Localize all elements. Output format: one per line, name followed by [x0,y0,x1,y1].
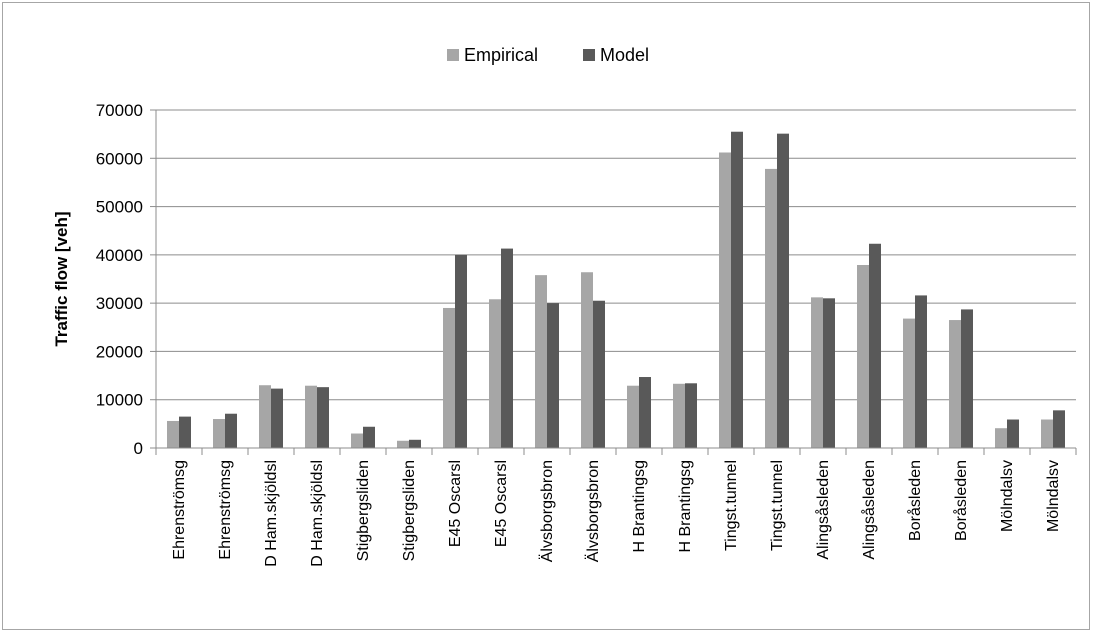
gridlines [156,109,1076,401]
bar-empirical [581,272,593,448]
bar-empirical [305,385,317,448]
bar-empirical [535,275,547,448]
x-tick-label: Älvsborgsbron [584,460,602,562]
x-tick-label: Stigbergsliden [355,460,372,561]
bar-empirical [443,307,455,448]
y-tick-label: 30000 [96,294,143,313]
y-tick-label: 0 [134,439,143,458]
bars [167,131,1065,448]
bar-model [593,300,605,448]
x-tick-label: Älvsborgsbron [538,460,556,562]
y-tick-label: 60000 [96,149,143,168]
y-tick-label: 20000 [96,342,143,361]
bar-model [271,388,283,448]
bar-empirical [167,420,179,448]
legend: Empirical Model [447,45,649,65]
legend-swatch-empirical [447,49,459,61]
y-axis-label: Traffic flow [veh] [52,211,71,346]
bar-model [547,303,559,448]
y-tick-label: 50000 [96,198,143,217]
x-tick-label: D Ham.skjöldsl [309,460,326,567]
bar-empirical [627,385,639,448]
bar-model [225,413,237,448]
x-tick-label: Boråsleden [906,460,924,541]
bar-model [363,426,375,448]
legend-label-empirical: Empirical [464,45,538,65]
bar-model [777,133,789,448]
x-tick-label: H Brantingsg [631,460,648,553]
bar-model [317,387,329,448]
x-tick-label: E45 Oscarsl [493,460,510,547]
y-tick-label: 70000 [96,101,143,120]
bar-empirical [397,440,409,448]
bar-empirical [719,152,731,448]
x-tick-label: E45 Oscarsl [447,460,464,547]
axes [150,109,1077,455]
bar-model [731,131,743,448]
legend-swatch-model [583,49,595,61]
x-tick-label: Alingsåsleden [814,460,832,560]
y-tick-label: 10000 [96,391,143,410]
x-tick-label: Tingst.tunnel [723,460,740,551]
x-tick-label: Mölndalsv [999,460,1016,532]
x-tick-label: Ehrenströmsg [171,460,188,560]
legend-label-model: Model [600,45,649,65]
x-tick-label: Ehrenströmsg [217,460,234,560]
bar-model [409,439,421,448]
bar-empirical [857,264,869,448]
bar-empirical [489,299,501,448]
bar-empirical [213,419,225,448]
bar-model [1007,419,1019,448]
bar-empirical [811,297,823,448]
x-tick-label: Alingsåsleden [860,460,878,560]
x-tick-label: D Ham.skjöldsl [263,460,280,567]
bar-empirical [1041,419,1053,448]
y-tick-labels: 0 10000 20000 30000 40000 50000 60000 70000 [96,101,143,458]
bar-empirical [259,385,271,448]
bar-chart: 0 10000 20000 30000 40000 50000 60000 70000 Ehr… [52,45,1077,567]
x-tick-label: Tingst.tunnel [769,460,786,551]
bar-model [915,295,927,448]
bar-model [179,416,191,448]
x-tick-label: Stigbergsliden [401,460,418,561]
bar-model [823,298,835,448]
x-tick-label: Mölndalsv [1045,460,1062,532]
bar-model [961,309,973,448]
bar-model [501,248,513,448]
bar-model [639,377,651,448]
bar-empirical [903,318,915,448]
bar-empirical [351,433,363,448]
bar-model [455,254,467,448]
bar-empirical [673,383,685,448]
bar-model [869,243,881,448]
x-tick-label: H Brantingsg [677,460,694,553]
bar-empirical [995,428,1007,448]
bar-model [685,383,697,448]
bar-empirical [949,320,961,448]
bar-model [1053,410,1065,448]
x-tick-label: Boråsleden [952,460,970,541]
y-tick-label: 40000 [96,246,143,265]
x-tick-labels: Ehrenströmsg Ehrenströmsg D Ham.skjöldsl D … [171,460,1062,567]
bar-empirical [765,168,777,448]
